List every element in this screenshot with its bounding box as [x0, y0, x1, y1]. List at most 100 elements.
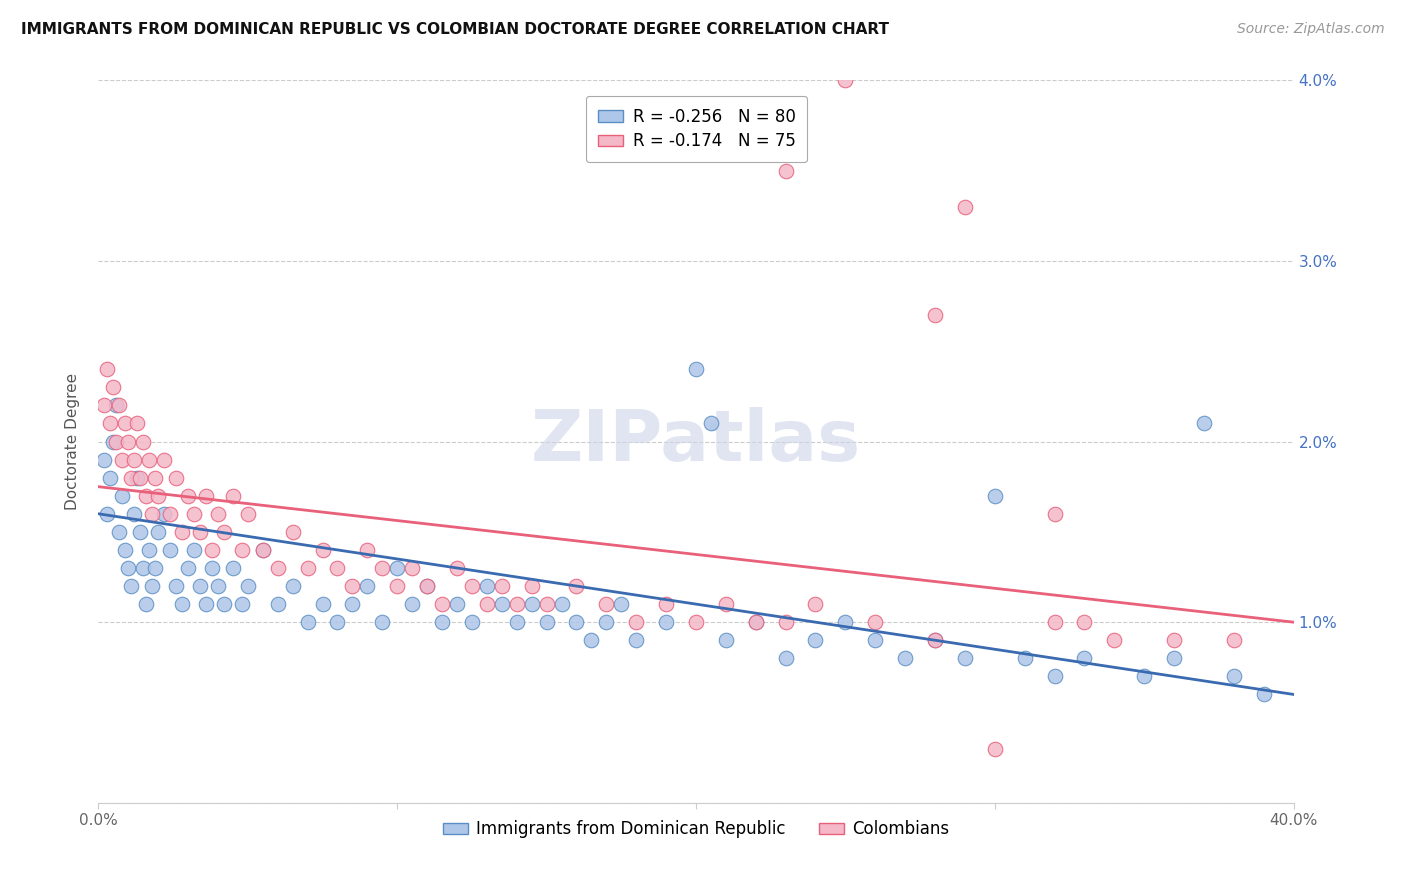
Point — [491, 579, 513, 593]
Point — [93, 398, 115, 412]
Point — [201, 542, 224, 557]
Point — [745, 615, 768, 630]
Text: IMMIGRANTS FROM DOMINICAN REPUBLIC VS COLOMBIAN DOCTORATE DEGREE CORRELATION CHA: IMMIGRANTS FROM DOMINICAN REPUBLIC VS CO… — [21, 22, 889, 37]
Point — [430, 615, 453, 630]
Point — [745, 615, 768, 630]
Point — [984, 489, 1007, 503]
Point — [281, 579, 304, 593]
Point — [267, 597, 290, 611]
Point — [581, 633, 603, 648]
Point — [117, 434, 139, 449]
Point — [1223, 669, 1246, 683]
Point — [212, 524, 235, 539]
Point — [953, 651, 976, 665]
Point — [1073, 615, 1095, 630]
Point — [143, 561, 166, 575]
Point — [1104, 633, 1126, 648]
Point — [103, 380, 125, 394]
Point — [212, 597, 235, 611]
Point — [105, 434, 128, 449]
Point — [475, 597, 498, 611]
Point — [188, 524, 211, 539]
Point — [311, 597, 333, 611]
Point — [207, 579, 229, 593]
Point — [159, 507, 181, 521]
Point — [195, 489, 218, 503]
Point — [430, 597, 453, 611]
Point — [536, 615, 558, 630]
Point — [103, 434, 125, 449]
Point — [356, 542, 378, 557]
Point — [342, 597, 364, 611]
Point — [565, 615, 588, 630]
Point — [894, 651, 917, 665]
Point — [177, 561, 200, 575]
Point — [775, 615, 797, 630]
Point — [1014, 651, 1036, 665]
Point — [536, 597, 558, 611]
Point — [132, 434, 155, 449]
Point — [506, 597, 529, 611]
Point — [311, 542, 333, 557]
Point — [127, 417, 149, 431]
Point — [610, 597, 633, 611]
Point — [183, 542, 205, 557]
Point — [124, 452, 146, 467]
Point — [416, 579, 439, 593]
Point — [177, 489, 200, 503]
Point — [1163, 633, 1185, 648]
Point — [371, 615, 394, 630]
Point — [461, 615, 484, 630]
Point — [98, 417, 122, 431]
Point — [685, 362, 707, 376]
Point — [98, 471, 122, 485]
Point — [195, 597, 218, 611]
Point — [108, 524, 131, 539]
Point — [143, 471, 166, 485]
Point — [159, 542, 181, 557]
Point — [297, 615, 319, 630]
Point — [138, 452, 160, 467]
Point — [148, 489, 170, 503]
Point — [236, 579, 259, 593]
Point — [1043, 615, 1066, 630]
Point — [1133, 669, 1156, 683]
Point — [626, 615, 648, 630]
Point — [153, 507, 176, 521]
Point — [297, 561, 319, 575]
Point — [595, 597, 617, 611]
Point — [371, 561, 394, 575]
Point — [865, 633, 887, 648]
Point — [1163, 651, 1185, 665]
Point — [222, 561, 245, 575]
Point — [595, 615, 617, 630]
Point — [342, 579, 364, 593]
Point — [865, 615, 887, 630]
Point — [475, 579, 498, 593]
Point — [138, 542, 160, 557]
Point — [775, 163, 797, 178]
Point — [401, 561, 423, 575]
Point — [1253, 687, 1275, 701]
Text: ZIPatlas: ZIPatlas — [531, 407, 860, 476]
Point — [446, 597, 468, 611]
Point — [267, 561, 290, 575]
Point — [326, 561, 349, 575]
Point — [491, 597, 513, 611]
Point — [108, 398, 131, 412]
Point — [207, 507, 229, 521]
Point — [148, 524, 170, 539]
Point — [132, 561, 155, 575]
Point — [520, 597, 543, 611]
Point — [626, 633, 648, 648]
Point — [165, 579, 187, 593]
Point — [120, 471, 142, 485]
Point — [114, 542, 136, 557]
Point — [550, 597, 572, 611]
Point — [236, 507, 259, 521]
Point — [114, 417, 136, 431]
Point — [127, 471, 149, 485]
Point — [416, 579, 439, 593]
Point — [281, 524, 304, 539]
Point — [385, 561, 409, 575]
